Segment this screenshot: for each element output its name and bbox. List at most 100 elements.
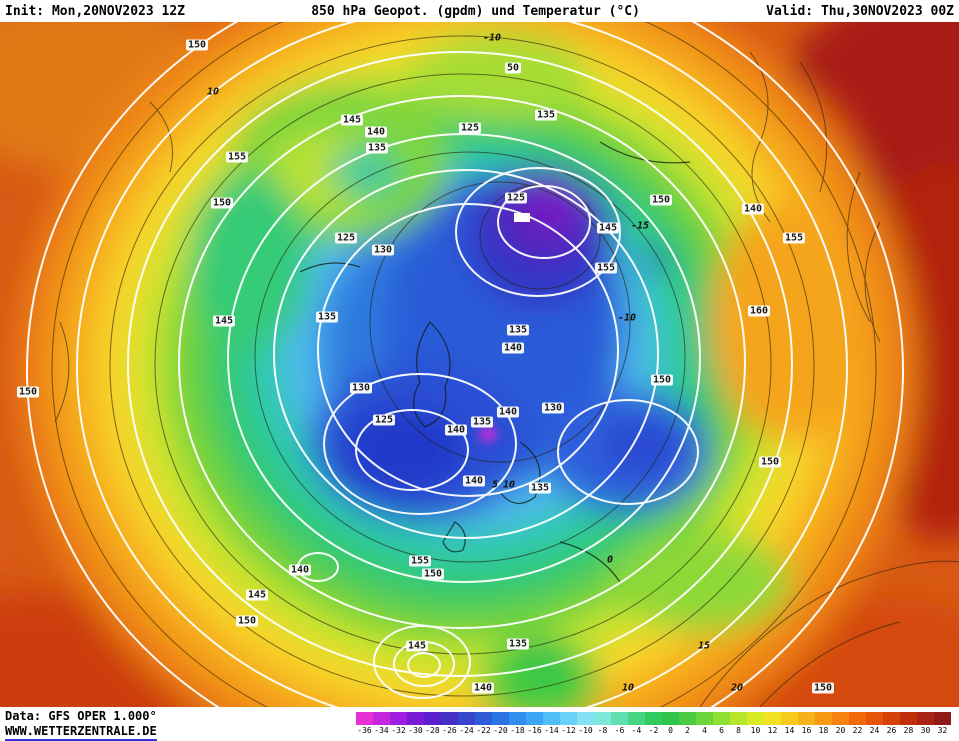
colorbar-swatch xyxy=(543,712,560,725)
colorbar-cell: 8 xyxy=(730,712,747,736)
colorbar-swatch xyxy=(373,712,390,725)
colorbar-cell: -36 xyxy=(356,712,373,736)
colorbar-tick-label: -18 xyxy=(510,726,525,735)
colorbar-swatch xyxy=(679,712,696,725)
colorbar-swatch xyxy=(492,712,509,725)
colorbar-cell: -24 xyxy=(458,712,475,736)
colorbar-tick-label: -14 xyxy=(544,726,559,735)
weather-map-graphic xyxy=(0,22,959,707)
colorbar-tick-label: -20 xyxy=(493,726,508,735)
geopotential-contours xyxy=(26,22,904,707)
colorbar-swatch xyxy=(866,712,883,725)
colorbar-cell: 0 xyxy=(662,712,679,736)
colorbar-tick-label: 26 xyxy=(886,726,897,735)
colorbar-tick-label: -10 xyxy=(578,726,593,735)
colorbar-swatch xyxy=(475,712,492,725)
colorbar-tick-label: -24 xyxy=(459,726,474,735)
colorbar-cell: -2 xyxy=(645,712,662,736)
colorbar-cell: -8 xyxy=(594,712,611,736)
map-footer: Data: GFS OPER 1.000° WWW.WETTERZENTRALE… xyxy=(0,707,959,741)
colorbar-cell: -18 xyxy=(509,712,526,736)
colorbar-wrap: -36 -34 -32 -30 -28 -26 -24 -22 -20 -18 -16 -14 -12-… xyxy=(356,707,959,736)
colorbar-tick-label: 24 xyxy=(869,726,880,735)
colorbar-tick-label: 32 xyxy=(937,726,948,735)
colorbar-swatch xyxy=(934,712,951,725)
colorbar-cell: 20 xyxy=(832,712,849,736)
colorbar-swatch xyxy=(424,712,441,725)
colorbar-swatch xyxy=(900,712,917,725)
colorbar-cell: 32 xyxy=(934,712,951,736)
map-title: 850 hPa Geopot. (gpdm) und Temperatur (°… xyxy=(311,3,640,19)
valid-label: Valid: Thu,30NOV2023 00Z xyxy=(766,3,954,19)
colorbar-swatch xyxy=(815,712,832,725)
cold-core-spot xyxy=(479,426,497,442)
colorbar-swatch xyxy=(781,712,798,725)
colorbar-swatch xyxy=(407,712,424,725)
colorbar-tick-label: -12 xyxy=(561,726,576,735)
colorbar-cell: 18 xyxy=(815,712,832,736)
colorbar-cell: 16 xyxy=(798,712,815,736)
colorbar-swatch xyxy=(832,712,849,725)
colorbar-swatch xyxy=(730,712,747,725)
colorbar-cell: 6 xyxy=(713,712,730,736)
temperature-colorbar: -36 -34 -32 -30 -28 -26 -24 -22 -20 -18 -16 -14 -12-… xyxy=(356,712,951,736)
colorbar-tick-label: -2 xyxy=(648,726,659,735)
colorbar-cell: 12 xyxy=(764,712,781,736)
colorbar-cell: -28 xyxy=(424,712,441,736)
colorbar-cell: -20 xyxy=(492,712,509,736)
colorbar-cell: -6 xyxy=(611,712,628,736)
credits: Data: GFS OPER 1.000° WWW.WETTERZENTRALE… xyxy=(0,707,163,741)
map-header: Init: Mon,20NOV2023 12Z 850 hPa Geopot. … xyxy=(0,0,959,22)
colorbar-tick-label: -28 xyxy=(425,726,440,735)
colorbar-tick-label: -8 xyxy=(597,726,608,735)
colorbar-swatch xyxy=(696,712,713,725)
colorbar-cell: 2 xyxy=(679,712,696,736)
colorbar-cell: -30 xyxy=(407,712,424,736)
colorbar-tick-label: 22 xyxy=(852,726,863,735)
colorbar-cell: 30 xyxy=(917,712,934,736)
colorbar-swatch xyxy=(645,712,662,725)
colorbar-swatch xyxy=(764,712,781,725)
colorbar-cell: -34 xyxy=(373,712,390,736)
colorbar-cell: -32 xyxy=(390,712,407,736)
colorbar-tick-label: 4 xyxy=(702,726,707,735)
colorbar-tick-label: 0 xyxy=(668,726,673,735)
colorbar-cell: 26 xyxy=(883,712,900,736)
colorbar-swatch xyxy=(713,712,730,725)
colorbar-tick-label: -34 xyxy=(374,726,389,735)
colorbar-tick-label: 28 xyxy=(903,726,914,735)
colorbar-swatch xyxy=(509,712,526,725)
init-label: Init: Mon,20NOV2023 12Z xyxy=(5,3,186,19)
colorbar-swatch xyxy=(798,712,815,725)
colorbar-cell: -14 xyxy=(543,712,560,736)
colorbar-swatch xyxy=(747,712,764,725)
isotherm-contours xyxy=(51,22,959,707)
colorbar-tick-label: -4 xyxy=(631,726,642,735)
data-source-label: Data: GFS OPER 1.000° xyxy=(5,709,157,723)
colorbar-cell: -12 xyxy=(560,712,577,736)
colorbar-tick-label: -36 xyxy=(357,726,372,735)
colorbar-cell: -10 xyxy=(577,712,594,736)
colorbar-tick-label: -26 xyxy=(442,726,457,735)
colorbar-swatch xyxy=(441,712,458,725)
colorbar-cell: 14 xyxy=(781,712,798,736)
colorbar-swatch xyxy=(611,712,628,725)
colorbar-cell: 4 xyxy=(696,712,713,736)
colorbar-tick-label: 12 xyxy=(767,726,778,735)
colorbar-swatch xyxy=(662,712,679,725)
colorbar-tick-label: -32 xyxy=(391,726,406,735)
colorbar-tick-label: 10 xyxy=(750,726,761,735)
map-area: 150 50 145 140 135 125 135 155 150 125 150 145 155 12… xyxy=(0,22,959,707)
colorbar-tick-label: -30 xyxy=(408,726,423,735)
colorbar-tick-label: 2 xyxy=(685,726,690,735)
website-link[interactable]: WWW.WETTERZENTRALE.DE xyxy=(5,724,157,741)
colorbar-swatch xyxy=(390,712,407,725)
colorbar-swatch xyxy=(577,712,594,725)
colorbar-swatch xyxy=(560,712,577,725)
colorbar-cell: -26 xyxy=(441,712,458,736)
colorbar-tick-label: 30 xyxy=(920,726,931,735)
colorbar-swatch xyxy=(883,712,900,725)
colorbar-tick-label: -6 xyxy=(614,726,625,735)
colorbar-swatch xyxy=(594,712,611,725)
colorbar-tick-label: 16 xyxy=(801,726,812,735)
